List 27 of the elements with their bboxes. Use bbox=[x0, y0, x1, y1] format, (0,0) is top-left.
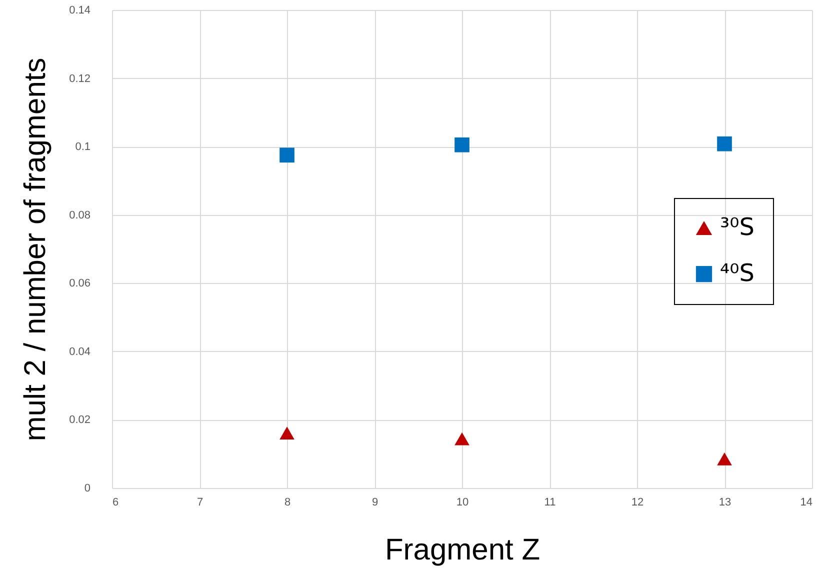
x-tick-label: 12 bbox=[631, 496, 644, 508]
y-tick-label: 0.14 bbox=[69, 4, 90, 16]
x-axis-title: Fragment Z bbox=[384, 534, 540, 566]
point bbox=[454, 432, 470, 446]
x-tick-label: 13 bbox=[718, 496, 732, 508]
y-tick-label: 0.1 bbox=[75, 141, 90, 154]
x-tick-label: 11 bbox=[544, 496, 556, 508]
y-tick-label: 0 bbox=[84, 482, 90, 494]
y-tick-label: 0.08 bbox=[69, 209, 90, 222]
y-axis-title: mult 2 / number of fragments bbox=[19, 58, 52, 442]
y-tick-label: 0.12 bbox=[69, 72, 90, 85]
x-tick-label: 8 bbox=[284, 496, 291, 508]
point bbox=[454, 137, 470, 152]
legend-label: ⁴⁰S bbox=[720, 259, 754, 287]
point bbox=[280, 426, 294, 440]
x-tick-label: 6 bbox=[112, 496, 119, 508]
point bbox=[717, 136, 732, 152]
y-tick-label: 0.06 bbox=[69, 278, 90, 290]
point bbox=[717, 452, 732, 466]
x-tick-label: 14 bbox=[800, 496, 812, 508]
x-tick-label: 7 bbox=[196, 496, 204, 508]
x-tick-label: 9 bbox=[372, 496, 378, 508]
point bbox=[280, 148, 294, 163]
x-tick-label: 10 bbox=[456, 496, 469, 508]
legend-label: ³⁰S bbox=[720, 213, 754, 241]
y-tick-label: 0.04 bbox=[69, 346, 90, 358]
y-tick-label: 0.02 bbox=[69, 414, 90, 426]
